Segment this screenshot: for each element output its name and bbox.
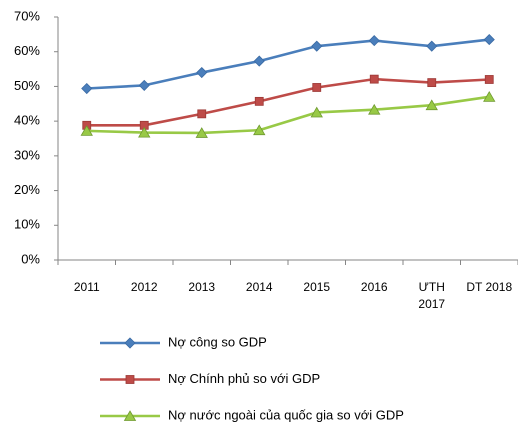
marker xyxy=(138,126,151,138)
series-line xyxy=(86,38,490,90)
marker xyxy=(311,40,323,52)
x-tick-label: 2011 xyxy=(73,280,100,294)
marker xyxy=(195,127,208,138)
x-tick-label: ƯTH 2017 xyxy=(418,280,446,311)
y-tick-label: 60% xyxy=(14,43,40,58)
legend-label: Nợ Chính phủ so với GDP xyxy=(168,371,320,386)
marker xyxy=(312,83,322,92)
y-tick-label: 50% xyxy=(14,78,40,93)
x-tick-label: 2015 xyxy=(303,280,331,294)
marker xyxy=(310,106,323,118)
marker xyxy=(138,79,150,91)
y-tick-label: 10% xyxy=(14,217,40,232)
marker xyxy=(427,78,437,88)
marker xyxy=(123,410,137,421)
marker xyxy=(253,55,265,67)
marker xyxy=(80,125,93,136)
x-tick-label: 2016 xyxy=(360,280,388,294)
marker xyxy=(483,91,496,102)
marker xyxy=(368,103,381,115)
y-tick-label: 20% xyxy=(14,182,40,197)
marker xyxy=(124,337,136,349)
marker xyxy=(196,66,208,79)
marker xyxy=(197,109,207,119)
marker xyxy=(369,74,379,84)
marker xyxy=(81,82,93,95)
legend-label: Nợ nước ngoài của quốc gia so với GDP xyxy=(168,407,404,422)
marker xyxy=(125,375,135,384)
x-tick-label: 2012 xyxy=(130,280,158,294)
y-tick-label: 70% xyxy=(14,8,40,23)
marker xyxy=(254,96,264,106)
marker xyxy=(484,75,494,84)
marker xyxy=(483,33,495,46)
series-line xyxy=(86,95,490,135)
y-tick-label: 30% xyxy=(14,147,40,162)
legend-item: Nợ nước ngoài của quốc gia so với GDP xyxy=(100,407,404,422)
marker xyxy=(368,35,380,47)
x-tick-label: 2014 xyxy=(245,280,273,294)
y-tick-label: 0% xyxy=(21,251,40,266)
marker xyxy=(426,40,438,52)
marker xyxy=(253,124,266,136)
series-line xyxy=(86,77,490,127)
x-tick-label: 2013 xyxy=(188,280,216,294)
legend-label: Nợ công so GDP xyxy=(168,334,267,349)
x-tick-label: DT 2018 xyxy=(466,280,513,294)
legend-item: Nợ Chính phủ so với GDP xyxy=(100,371,320,386)
marker xyxy=(425,99,438,111)
y-tick-label: 40% xyxy=(14,113,40,128)
legend-item: Nợ công so GDP xyxy=(100,334,267,349)
